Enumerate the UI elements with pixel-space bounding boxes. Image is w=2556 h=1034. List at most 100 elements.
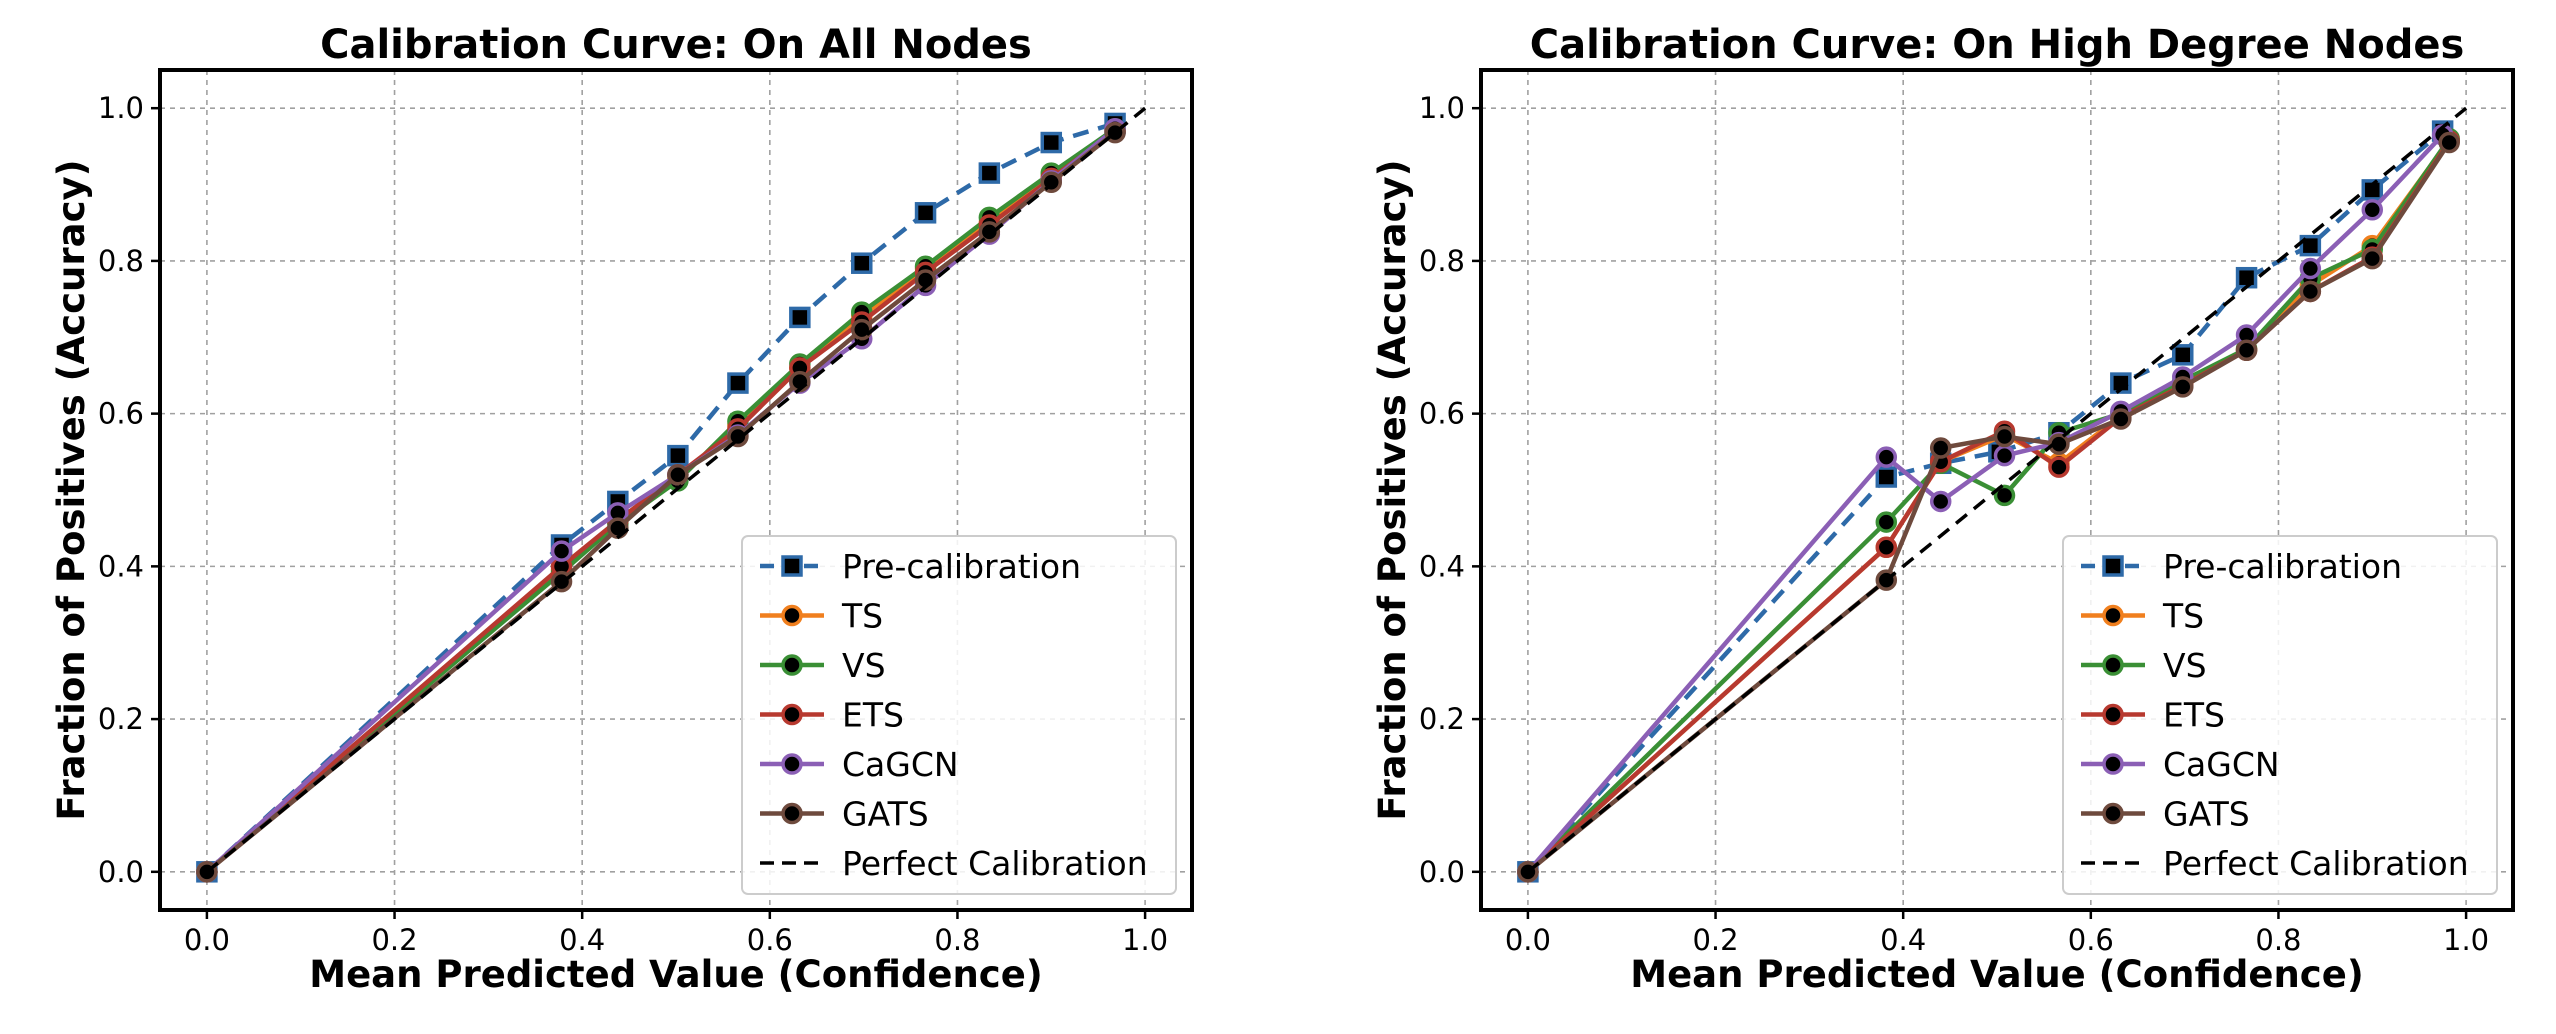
- legend-item-ets: ETS: [2081, 696, 2225, 735]
- chart-high-degree-nodes: 0.0 0.2 0.4 0.6 0.8 1.0 0.0 0.2 0.4 0.6 0.8 1.0 Cal…: [1371, 22, 2515, 996]
- legend-item-gats: GATS: [760, 795, 929, 834]
- legend-label: TS: [841, 597, 883, 636]
- x-tick-label: 1.0: [1122, 923, 1168, 957]
- x-tick-label: 0.0: [1505, 923, 1551, 957]
- legend-box: [2062, 535, 2498, 895]
- legend: Pre-calibration TS VS ETS CaGCN GATS Perfect C…: [741, 535, 1177, 895]
- x-tick-label: 0.6: [2068, 923, 2114, 957]
- legend-marker: [781, 604, 803, 627]
- data-point: [550, 570, 573, 593]
- data-point: [851, 318, 873, 341]
- legend-item-vs: VS: [2081, 646, 2207, 685]
- data-point: [2299, 234, 2322, 257]
- x-tick-label: 0.0: [184, 923, 230, 957]
- legend-item-perfect-calibration: Perfect Calibration: [760, 844, 1148, 883]
- legend-marker: [2102, 604, 2124, 627]
- data-point: [2235, 339, 2258, 362]
- plot-frame: [158, 68, 1194, 912]
- y-tick-label: 0.6: [1419, 397, 1465, 431]
- data-point: [2172, 344, 2194, 366]
- data-point: [2235, 266, 2258, 289]
- x-tick-label: 1.0: [2443, 923, 2489, 957]
- data-point: [1875, 536, 1898, 559]
- legend-item-pre-calibration: Pre-calibration: [760, 547, 1081, 586]
- data-point: [2438, 131, 2460, 154]
- legend: Pre-calibration TS VS ETS CaGCN GATS Perfect C…: [2062, 535, 2498, 895]
- data-point: [1993, 425, 2016, 448]
- y-tick-label: 0.4: [98, 549, 144, 583]
- series-line-perfect-calibration: [1526, 106, 2468, 874]
- data-point: [851, 252, 873, 274]
- legend-marker: [2102, 753, 2124, 775]
- legend-marker: [781, 555, 803, 577]
- y-tick-label: 1.0: [1419, 91, 1465, 125]
- legend-item-ets: ETS: [760, 696, 904, 735]
- data-point: [2299, 280, 2322, 303]
- legend-item-cagcn: CaGCN: [760, 745, 959, 784]
- chart-title: Calibration Curve: On High Degree Nodes: [1530, 22, 2465, 68]
- y-tick-label: 0.0: [98, 855, 144, 889]
- legend-item-gats: GATS: [2081, 795, 2250, 834]
- legend-label: CaGCN: [842, 745, 959, 784]
- legend-marker: [781, 654, 803, 676]
- data-point: [2361, 247, 2384, 270]
- legend-label: ETS: [842, 696, 904, 735]
- legend-label: VS: [2163, 646, 2207, 685]
- legend-label: GATS: [842, 795, 929, 834]
- data-point: [1875, 446, 1898, 468]
- data-point: [789, 306, 811, 329]
- x-tick-label: 0.2: [371, 923, 417, 957]
- y-axis-label: Fraction of Positives (Accuracy): [1371, 159, 1414, 820]
- y-tick-label: 0.8: [1419, 244, 1465, 278]
- data-point: [978, 221, 1001, 243]
- legend-label: Perfect Calibration: [842, 844, 1148, 883]
- legend-label: GATS: [2163, 795, 2250, 834]
- axis-ticks: 0.0 0.2 0.4 0.6 0.8 1.0 0.0 0.2 0.4 0.6 0.8 1.0: [1419, 91, 2489, 957]
- legend-label: Pre-calibration: [2163, 547, 2402, 586]
- data-point: [2048, 456, 2070, 478]
- legend-box: [741, 535, 1177, 895]
- y-tick-label: 0.2: [1419, 702, 1465, 736]
- legend-item-pre-calibration: Pre-calibration: [2081, 547, 2402, 586]
- data-point: [667, 444, 689, 467]
- data-point: [1993, 444, 2016, 467]
- series-line-perfect-calibration: [205, 106, 1147, 874]
- data-point: [914, 202, 937, 224]
- legend-label: Perfect Calibration: [2163, 844, 2469, 883]
- legend-label: ETS: [2163, 696, 2225, 735]
- data-point: [2172, 376, 2194, 398]
- legend-marker: [2102, 802, 2124, 825]
- legend-item-ts: TS: [760, 597, 883, 636]
- legend-item-vs: VS: [760, 646, 886, 685]
- y-axis-label: Fraction of Positives (Accuracy): [50, 159, 93, 820]
- data-point: [607, 517, 629, 539]
- data-point: [2110, 408, 2132, 430]
- data-point: [2361, 179, 2384, 201]
- legend-item-ts: TS: [2081, 597, 2204, 636]
- data-point: [1875, 511, 1898, 533]
- data-point: [667, 463, 689, 486]
- legend-marker: [2102, 555, 2124, 577]
- series-perfect-calibration: [1526, 106, 2468, 874]
- data-point: [1929, 437, 1952, 459]
- x-tick-label: 0.4: [1880, 923, 1926, 957]
- y-tick-label: 0.4: [1419, 549, 1465, 583]
- y-tick-label: 1.0: [98, 91, 144, 125]
- x-axis-label: Mean Predicted Value (Confidence): [1630, 953, 2364, 996]
- x-tick-label: 0.8: [2255, 923, 2301, 957]
- legend-marker: [781, 703, 803, 726]
- legend-label: VS: [842, 646, 886, 685]
- data-point: [2048, 433, 2070, 455]
- axis-ticks: 0.0 0.2 0.4 0.6 0.8 1.0 0.0 0.2 0.4 0.6 0.8 1.0: [98, 91, 1168, 957]
- data-point: [2299, 257, 2322, 280]
- data-point: [727, 372, 749, 394]
- plot-area: [196, 106, 1147, 883]
- legend-item-cagcn: CaGCN: [2081, 745, 2280, 784]
- legend-marker: [2102, 654, 2124, 676]
- data-point: [2361, 198, 2384, 221]
- legend-label: TS: [2162, 597, 2204, 636]
- plot-frame: [1479, 68, 2515, 912]
- y-tick-label: 0.0: [1419, 855, 1465, 889]
- data-point: [1875, 466, 1898, 488]
